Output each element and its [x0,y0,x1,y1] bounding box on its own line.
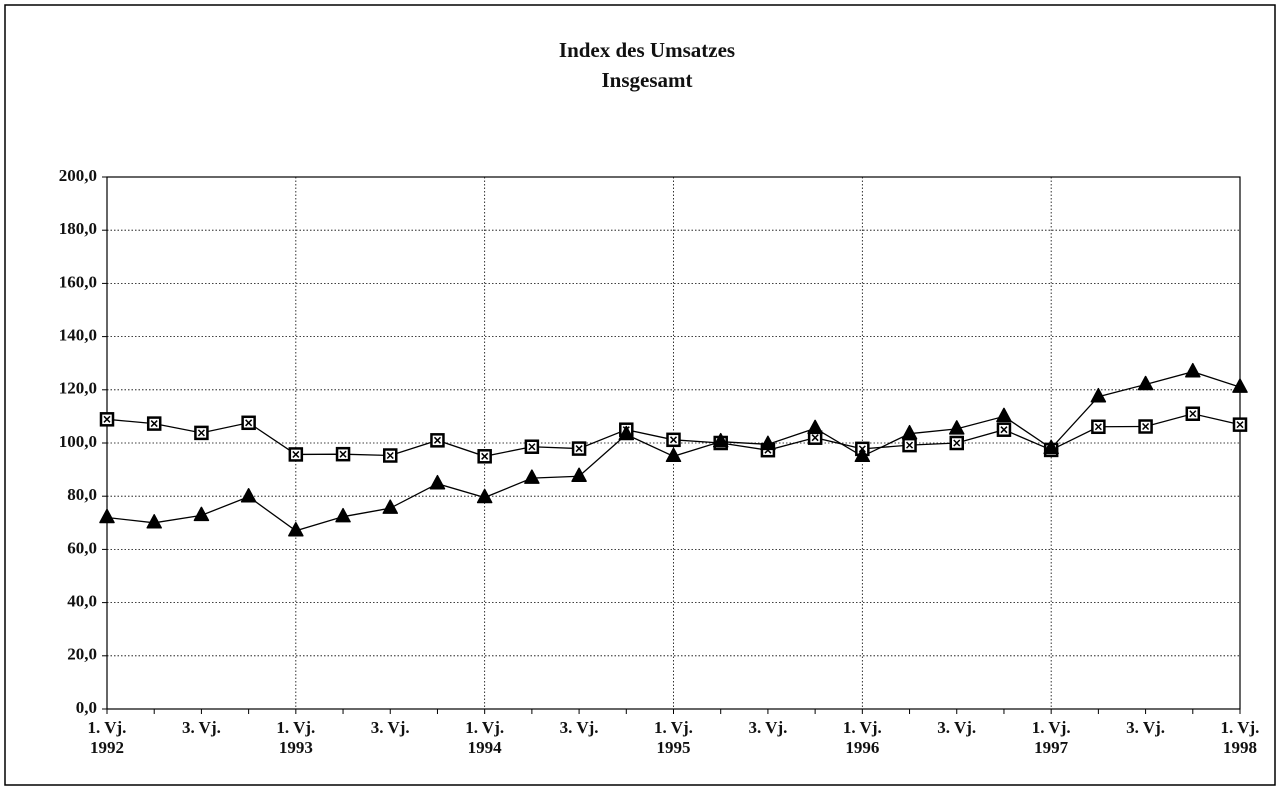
marker [1185,362,1201,378]
marker [1090,387,1107,403]
y-tick-label: 40,0 [67,592,97,611]
x-tick-label: 1. Vj. 1998 [1221,718,1260,757]
y-tick-label: 80,0 [67,485,97,504]
marker [146,514,162,529]
marker [949,435,964,451]
marker-cross [481,452,489,460]
marker [571,467,587,482]
marker [665,447,682,463]
marker [335,507,351,523]
marker-cross [433,436,441,444]
y-tick-label: 120,0 [59,379,97,398]
marker-cross [245,419,253,427]
x-tick-label: 3. Vj. [1126,718,1165,737]
x-tick-label: 3. Vj. [937,718,976,737]
marker [430,433,445,448]
x-tick-label: 3. Vj. [371,718,410,737]
marker [1185,406,1201,421]
x-tick-label: 1. Vj. 1992 [88,718,127,757]
y-tick-label: 60,0 [67,538,97,557]
x-tick-label: 1. Vj. 1994 [465,718,504,757]
marker [288,522,304,537]
marker [240,487,257,503]
x-tick-label: 3. Vj. [560,718,599,737]
marker [618,425,635,441]
marker [194,425,209,441]
marker-cross [669,436,678,444]
chart-title: Index des Umsatzes [559,38,735,62]
marker [760,435,776,451]
marker-cross [1142,422,1150,431]
marker [571,441,587,456]
y-tick-label: 100,0 [59,432,97,451]
marker [1043,439,1059,455]
x-tick-label: 1. Vj. 1997 [1032,718,1071,757]
marker [666,432,681,448]
marker [335,446,351,462]
y-tick-label: 0,0 [76,698,97,717]
marker-cross [339,450,347,458]
marker [429,474,446,490]
chart-border [4,4,1276,786]
marker [1138,419,1153,434]
y-tick-label: 180,0 [59,219,97,238]
marker [99,412,115,427]
marker-cross [386,451,394,460]
marker [1091,419,1106,435]
marker [712,432,729,448]
marker [1137,375,1154,391]
marker [807,419,823,435]
marker [901,424,918,440]
marker [383,448,398,463]
marker-cross [1189,410,1197,418]
marker [996,407,1012,423]
marker [524,439,540,454]
marker-cross [575,445,583,453]
marker [477,449,492,464]
marker-cross [528,443,536,451]
x-tick-label: 1. Vj. 1993 [276,718,315,757]
marker-cross [103,415,111,423]
y-tick-label: 160,0 [59,272,97,291]
marker [854,447,871,463]
marker [996,422,1012,437]
x-tick-label: 3. Vj. [748,718,787,737]
marker-cross [1236,421,1244,429]
marker [241,415,256,431]
marker [382,499,398,514]
marker [524,469,540,484]
x-tick-label: 1. Vj. 1995 [654,718,693,757]
marker-cross [197,429,205,437]
marker [949,420,965,435]
marker [476,488,493,504]
marker [288,447,304,462]
y-tick-label: 140,0 [59,326,97,345]
x-tick-label: 3. Vj. [182,718,221,737]
marker [1232,417,1248,432]
x-tick-label: 1. Vj. 1996 [843,718,882,757]
marker [99,508,115,524]
marker-cross [150,420,158,428]
plot-area [106,176,1241,710]
marker [146,416,162,431]
marker-cross [906,441,914,449]
marker [902,437,917,453]
y-tick-label: 200,0 [59,166,97,185]
marker-cross [1094,423,1102,431]
marker-cross [1000,426,1008,434]
y-tick-label: 20,0 [67,645,97,664]
marker-cross [953,439,961,447]
marker [1232,378,1248,393]
marker-cross [811,434,819,442]
marker-cross [292,450,300,458]
marker [193,506,210,522]
chart-subtitle: Insgesamt [601,68,692,92]
